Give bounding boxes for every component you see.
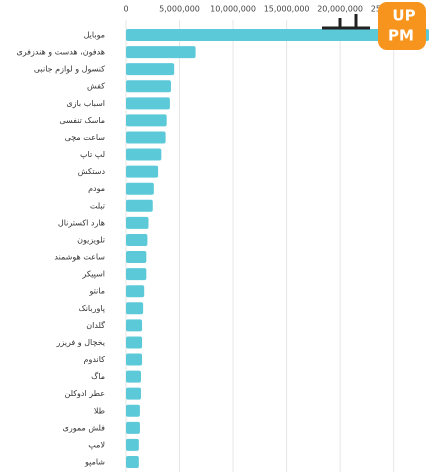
bar — [126, 251, 147, 264]
y-tick-label: مانتو — [89, 287, 106, 296]
y-tick-label: طلا — [94, 406, 105, 415]
y-tick-label: یخچال و فریزر — [56, 338, 106, 347]
bar — [126, 148, 162, 161]
bar — [126, 199, 153, 212]
bar — [126, 421, 140, 434]
bar — [126, 336, 143, 349]
y-tick-label: کنسول و لوازم جانبی — [34, 65, 105, 74]
bar — [126, 165, 159, 178]
bar — [126, 97, 170, 110]
y-tick-label: مودم — [88, 184, 105, 193]
y-tick-label: عطر ادوکلن — [65, 389, 106, 398]
logo-box — [378, 2, 426, 50]
y-tick-label: گلدان — [86, 320, 105, 330]
x-tick-label: 10,000,000 — [210, 5, 256, 14]
bar — [126, 63, 175, 76]
y-tick-label: موبایل — [84, 31, 105, 40]
logo-mark — [322, 14, 370, 30]
y-tick-label: لپ تاپ — [80, 150, 105, 159]
y-tick-label: فلش مموری — [63, 423, 106, 432]
bar — [126, 353, 143, 366]
bar — [126, 182, 154, 195]
y-tick-label: دستکش — [78, 167, 106, 176]
bar — [126, 114, 167, 127]
y-tick-label: شامپو — [84, 458, 105, 467]
y-tick-label: اسپیکر — [81, 270, 105, 279]
y-tick-label: ماسک تنفسی — [59, 116, 105, 125]
y-tick-label: هارد اکسترنال — [58, 218, 105, 227]
bar — [126, 404, 140, 417]
x-tick-label: 15,000,000 — [264, 5, 310, 14]
logo-text: PM — [388, 27, 414, 45]
bar — [126, 268, 147, 281]
y-tick-label: لامپ — [88, 440, 105, 449]
x-tick-label: 0 — [123, 5, 128, 14]
bar — [126, 80, 171, 93]
y-tick-label: هدفون، هدست و هندزفری — [17, 48, 106, 57]
y-tick-label: ماگ — [91, 371, 105, 381]
x-tick-label: 20,000,000 — [317, 5, 363, 14]
bar — [126, 438, 139, 451]
y-tick-label: کاندوم — [84, 355, 106, 364]
y-tick-label: تلویزیون — [77, 235, 105, 244]
bar — [126, 370, 141, 383]
y-tick-label: کفش — [87, 82, 105, 91]
logo: UP PM — [322, 2, 426, 50]
bar — [126, 387, 141, 400]
y-tick-label: پاوربانک — [79, 304, 105, 313]
y-tick-label: اسباب بازی — [66, 99, 105, 108]
bar — [126, 233, 148, 246]
bar — [126, 216, 149, 229]
bar — [126, 319, 143, 332]
y-tick-label: ساعت مچی — [65, 133, 106, 142]
logo-text: UP — [392, 7, 415, 25]
y-tick-label: ساعت هوشمند — [54, 253, 105, 262]
y-tick-label: تبلت — [90, 201, 105, 210]
bar — [126, 456, 139, 468]
x-tick-label: 5,000,000 — [159, 5, 200, 14]
bar — [126, 46, 196, 59]
bar — [126, 131, 166, 144]
bar — [126, 302, 144, 315]
bar — [126, 29, 429, 41]
bar — [126, 285, 145, 298]
